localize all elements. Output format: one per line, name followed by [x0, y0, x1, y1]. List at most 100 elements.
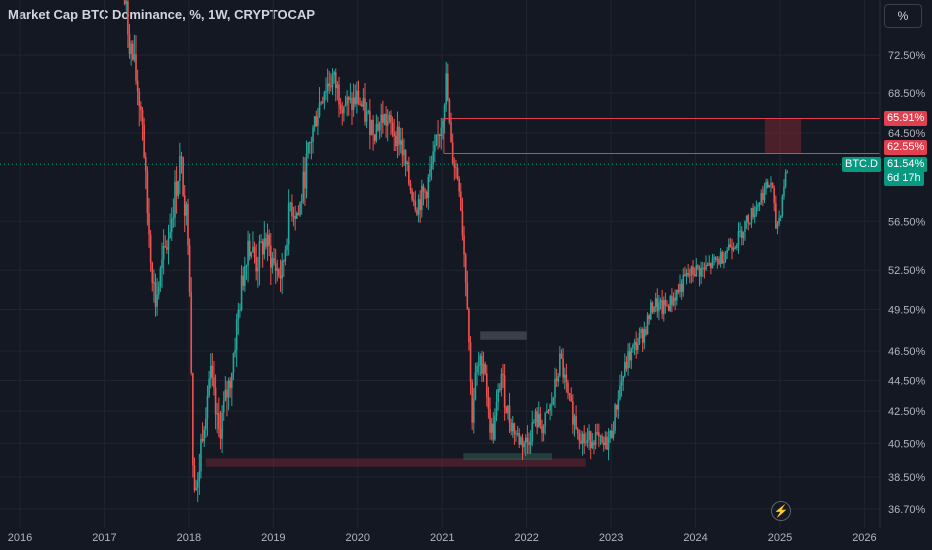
candle-body	[737, 231, 740, 245]
candle-body	[460, 191, 462, 212]
candle-body	[154, 282, 157, 307]
lightning-bolt-icon[interactable]: ⚡	[771, 501, 791, 521]
candle-body	[559, 353, 561, 376]
candle-body	[511, 423, 514, 432]
x-tick-label: 2025	[768, 532, 792, 544]
candle-body	[401, 140, 404, 156]
countdown-tag: 6d 17h	[884, 171, 924, 186]
candle-body	[544, 413, 547, 427]
candle-body	[752, 207, 754, 217]
candle-body	[205, 418, 207, 430]
candle-body	[432, 151, 434, 165]
x-tick-label: 2024	[683, 532, 707, 544]
candle-body	[196, 480, 199, 488]
x-tick-label: 2020	[346, 532, 370, 544]
candle-body	[487, 396, 490, 410]
candle-body	[386, 121, 389, 126]
candle-body	[589, 431, 592, 448]
candle-body	[232, 353, 235, 373]
candle-body	[724, 253, 727, 261]
candle-body	[650, 302, 652, 320]
candle-body	[727, 244, 730, 250]
y-tick-label: 44.50%	[888, 375, 926, 387]
candle-body	[278, 269, 280, 276]
candle-body	[279, 275, 282, 279]
candle-body	[385, 113, 387, 126]
candle-body	[763, 188, 766, 200]
candle-body	[304, 171, 306, 189]
candle-body	[437, 134, 439, 136]
candle-body	[508, 405, 511, 423]
candle-body	[378, 122, 381, 131]
candle-body	[218, 413, 220, 429]
candle-body	[482, 363, 485, 374]
candle-body	[209, 365, 212, 379]
grid	[0, 0, 880, 528]
candle-body	[161, 259, 163, 269]
candle-body	[445, 73, 447, 105]
candle-body	[570, 395, 573, 402]
last-price-tag: 61.54%	[884, 157, 928, 172]
candle-body	[783, 186, 785, 197]
candle-body	[294, 215, 296, 219]
candle-body	[172, 217, 175, 219]
candle-body	[237, 309, 240, 320]
candle-body	[624, 361, 626, 376]
candle-body	[281, 260, 283, 279]
candle-body	[375, 124, 378, 141]
candle-body	[664, 300, 667, 306]
candle-body	[408, 162, 410, 184]
candle-body	[391, 122, 394, 134]
candle-body	[710, 263, 712, 269]
candle-body	[684, 274, 686, 277]
candle-body	[541, 425, 543, 434]
candle-body	[226, 389, 228, 398]
candle-body	[333, 72, 335, 76]
candle-body	[784, 172, 787, 187]
candle-body	[266, 234, 269, 247]
candle-body	[484, 363, 486, 374]
candle-body	[520, 437, 522, 445]
candle-body	[580, 440, 582, 444]
candle-body	[177, 181, 180, 196]
candle-body	[180, 156, 183, 158]
candle-body	[687, 272, 689, 276]
candle-body	[677, 289, 680, 293]
candle-body	[745, 215, 748, 222]
x-tick-label: 2026	[852, 532, 876, 544]
y-tick-label: 64.50%	[888, 128, 926, 140]
percent-unit-button[interactable]: %	[884, 4, 922, 28]
candle-body	[307, 142, 309, 154]
candle-body	[713, 257, 715, 259]
candle-body	[461, 211, 464, 236]
y-tick-label: 40.50%	[888, 438, 926, 450]
candle-body	[479, 355, 482, 366]
candle-body	[435, 134, 438, 146]
candle-body	[614, 404, 616, 431]
candle-body	[179, 156, 181, 182]
candle-body	[651, 302, 654, 312]
candle-body	[536, 411, 538, 428]
candle-body	[700, 267, 702, 277]
candle-body	[270, 245, 272, 268]
symbol-tag: BTC.D	[842, 157, 881, 172]
candle-body	[750, 207, 753, 223]
candle-body	[714, 257, 717, 260]
candle-body	[742, 232, 745, 239]
candle-body	[492, 423, 495, 440]
candle-body	[417, 199, 420, 215]
candle-body	[425, 191, 428, 198]
candle-body	[182, 157, 184, 196]
candle-body	[430, 164, 433, 170]
candle-body	[688, 275, 691, 277]
candle-body	[141, 110, 144, 125]
candle-body	[757, 205, 759, 207]
candle-body	[466, 282, 469, 310]
candle-body	[330, 86, 332, 88]
candle-body	[552, 397, 555, 405]
candle-body	[244, 266, 246, 286]
candle-body	[382, 114, 384, 124]
y-tick-label: 68.50%	[888, 88, 926, 100]
level-lines	[0, 0, 881, 528]
